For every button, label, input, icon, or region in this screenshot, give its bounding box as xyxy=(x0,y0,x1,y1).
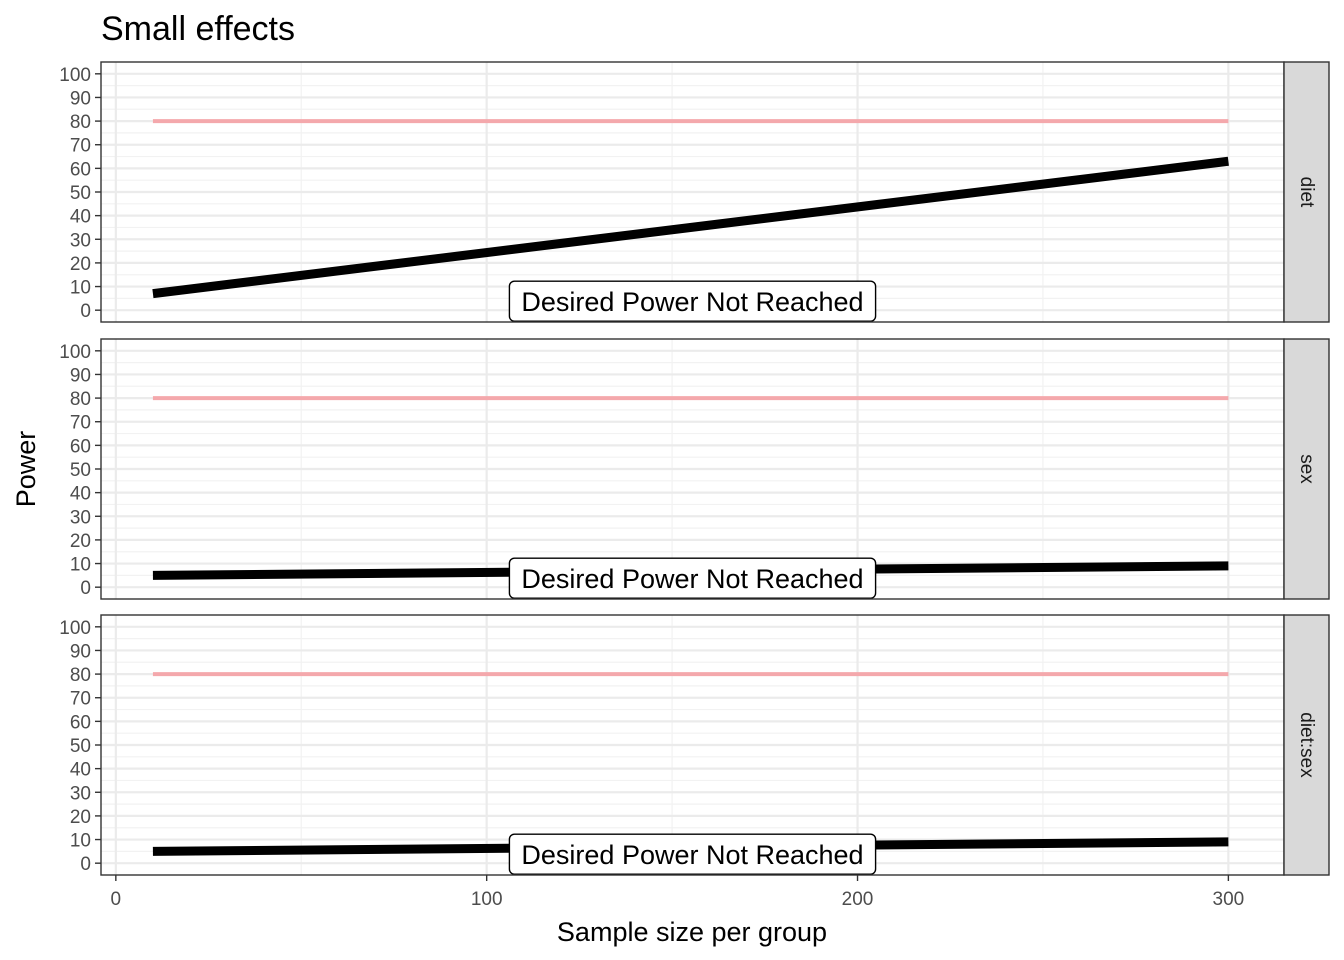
y-tick-label: 70 xyxy=(70,413,91,434)
y-tick-label: 50 xyxy=(70,736,91,757)
y-tick-label: 30 xyxy=(70,507,91,528)
y-tick-label: 90 xyxy=(70,88,91,109)
facet-panels: Desired Power Not Reached010203040506070… xyxy=(59,61,1330,876)
y-tick-label: 80 xyxy=(70,665,91,686)
x-axis-title: Sample size per group xyxy=(557,917,827,947)
facet-strip-label: sex xyxy=(1296,454,1317,484)
y-tick-label: 60 xyxy=(70,159,91,180)
annotation-box xyxy=(508,280,877,322)
y-tick-label: 70 xyxy=(70,689,91,710)
y-tick-label: 50 xyxy=(70,183,91,204)
facet-strip xyxy=(1283,61,1330,323)
x-tick-label: 300 xyxy=(1213,889,1245,910)
y-tick-label: 10 xyxy=(70,555,91,576)
facet-strip xyxy=(1283,614,1330,876)
y-tick-label: 100 xyxy=(59,65,91,86)
power-line xyxy=(152,156,1229,299)
annotation-label: Desired Power Not Reached xyxy=(508,833,877,875)
facet-strip-label: diet:sex xyxy=(1296,712,1317,778)
annotation-text: Desired Power Not Reached xyxy=(521,287,863,317)
annotation-label: Desired Power Not Reached xyxy=(508,557,877,599)
y-tick-label: 60 xyxy=(70,436,91,457)
facet-strip xyxy=(1283,338,1330,600)
y-tick-label: 30 xyxy=(70,783,91,804)
x-tick-label: 0 xyxy=(111,889,122,910)
y-tick-label: 0 xyxy=(80,578,91,599)
y-tick-label: 40 xyxy=(70,484,91,505)
y-tick-label: 70 xyxy=(70,136,91,157)
y-tick-label: 90 xyxy=(70,365,91,386)
annotation-text: Desired Power Not Reached xyxy=(521,564,863,594)
y-tick-label: 40 xyxy=(70,760,91,781)
y-tick-label: 10 xyxy=(70,278,91,299)
y-tick-label: 100 xyxy=(59,618,91,639)
y-tick-label: 90 xyxy=(70,641,91,662)
x-axis: 0 100 200 300 xyxy=(111,875,1245,910)
y-tick-label: 60 xyxy=(70,712,91,733)
y-axis-title: Power xyxy=(11,431,41,508)
y-tick-label: 20 xyxy=(70,531,91,552)
x-tick-label: 200 xyxy=(842,889,874,910)
y-tick-label: 0 xyxy=(80,854,91,875)
annotation-label: Desired Power Not Reached xyxy=(508,280,877,322)
y-tick-label: 80 xyxy=(70,389,91,410)
annotation-text: Desired Power Not Reached xyxy=(521,840,863,870)
chart-title: Small effects xyxy=(101,10,295,48)
facet-strip-label: diet xyxy=(1296,177,1317,208)
y-tick-label: 30 xyxy=(70,230,91,251)
y-tick-label: 0 xyxy=(80,301,91,322)
y-tick-label: 20 xyxy=(70,254,91,275)
y-tick-label: 40 xyxy=(70,207,91,228)
y-tick-label: 80 xyxy=(70,112,91,133)
annotation-box xyxy=(508,833,877,875)
x-tick-label: 100 xyxy=(471,889,503,910)
y-tick-label: 20 xyxy=(70,807,91,828)
annotation-box xyxy=(508,557,877,599)
y-tick-label: 50 xyxy=(70,460,91,481)
y-tick-label: 10 xyxy=(70,831,91,852)
y-tick-label: 100 xyxy=(59,342,91,363)
